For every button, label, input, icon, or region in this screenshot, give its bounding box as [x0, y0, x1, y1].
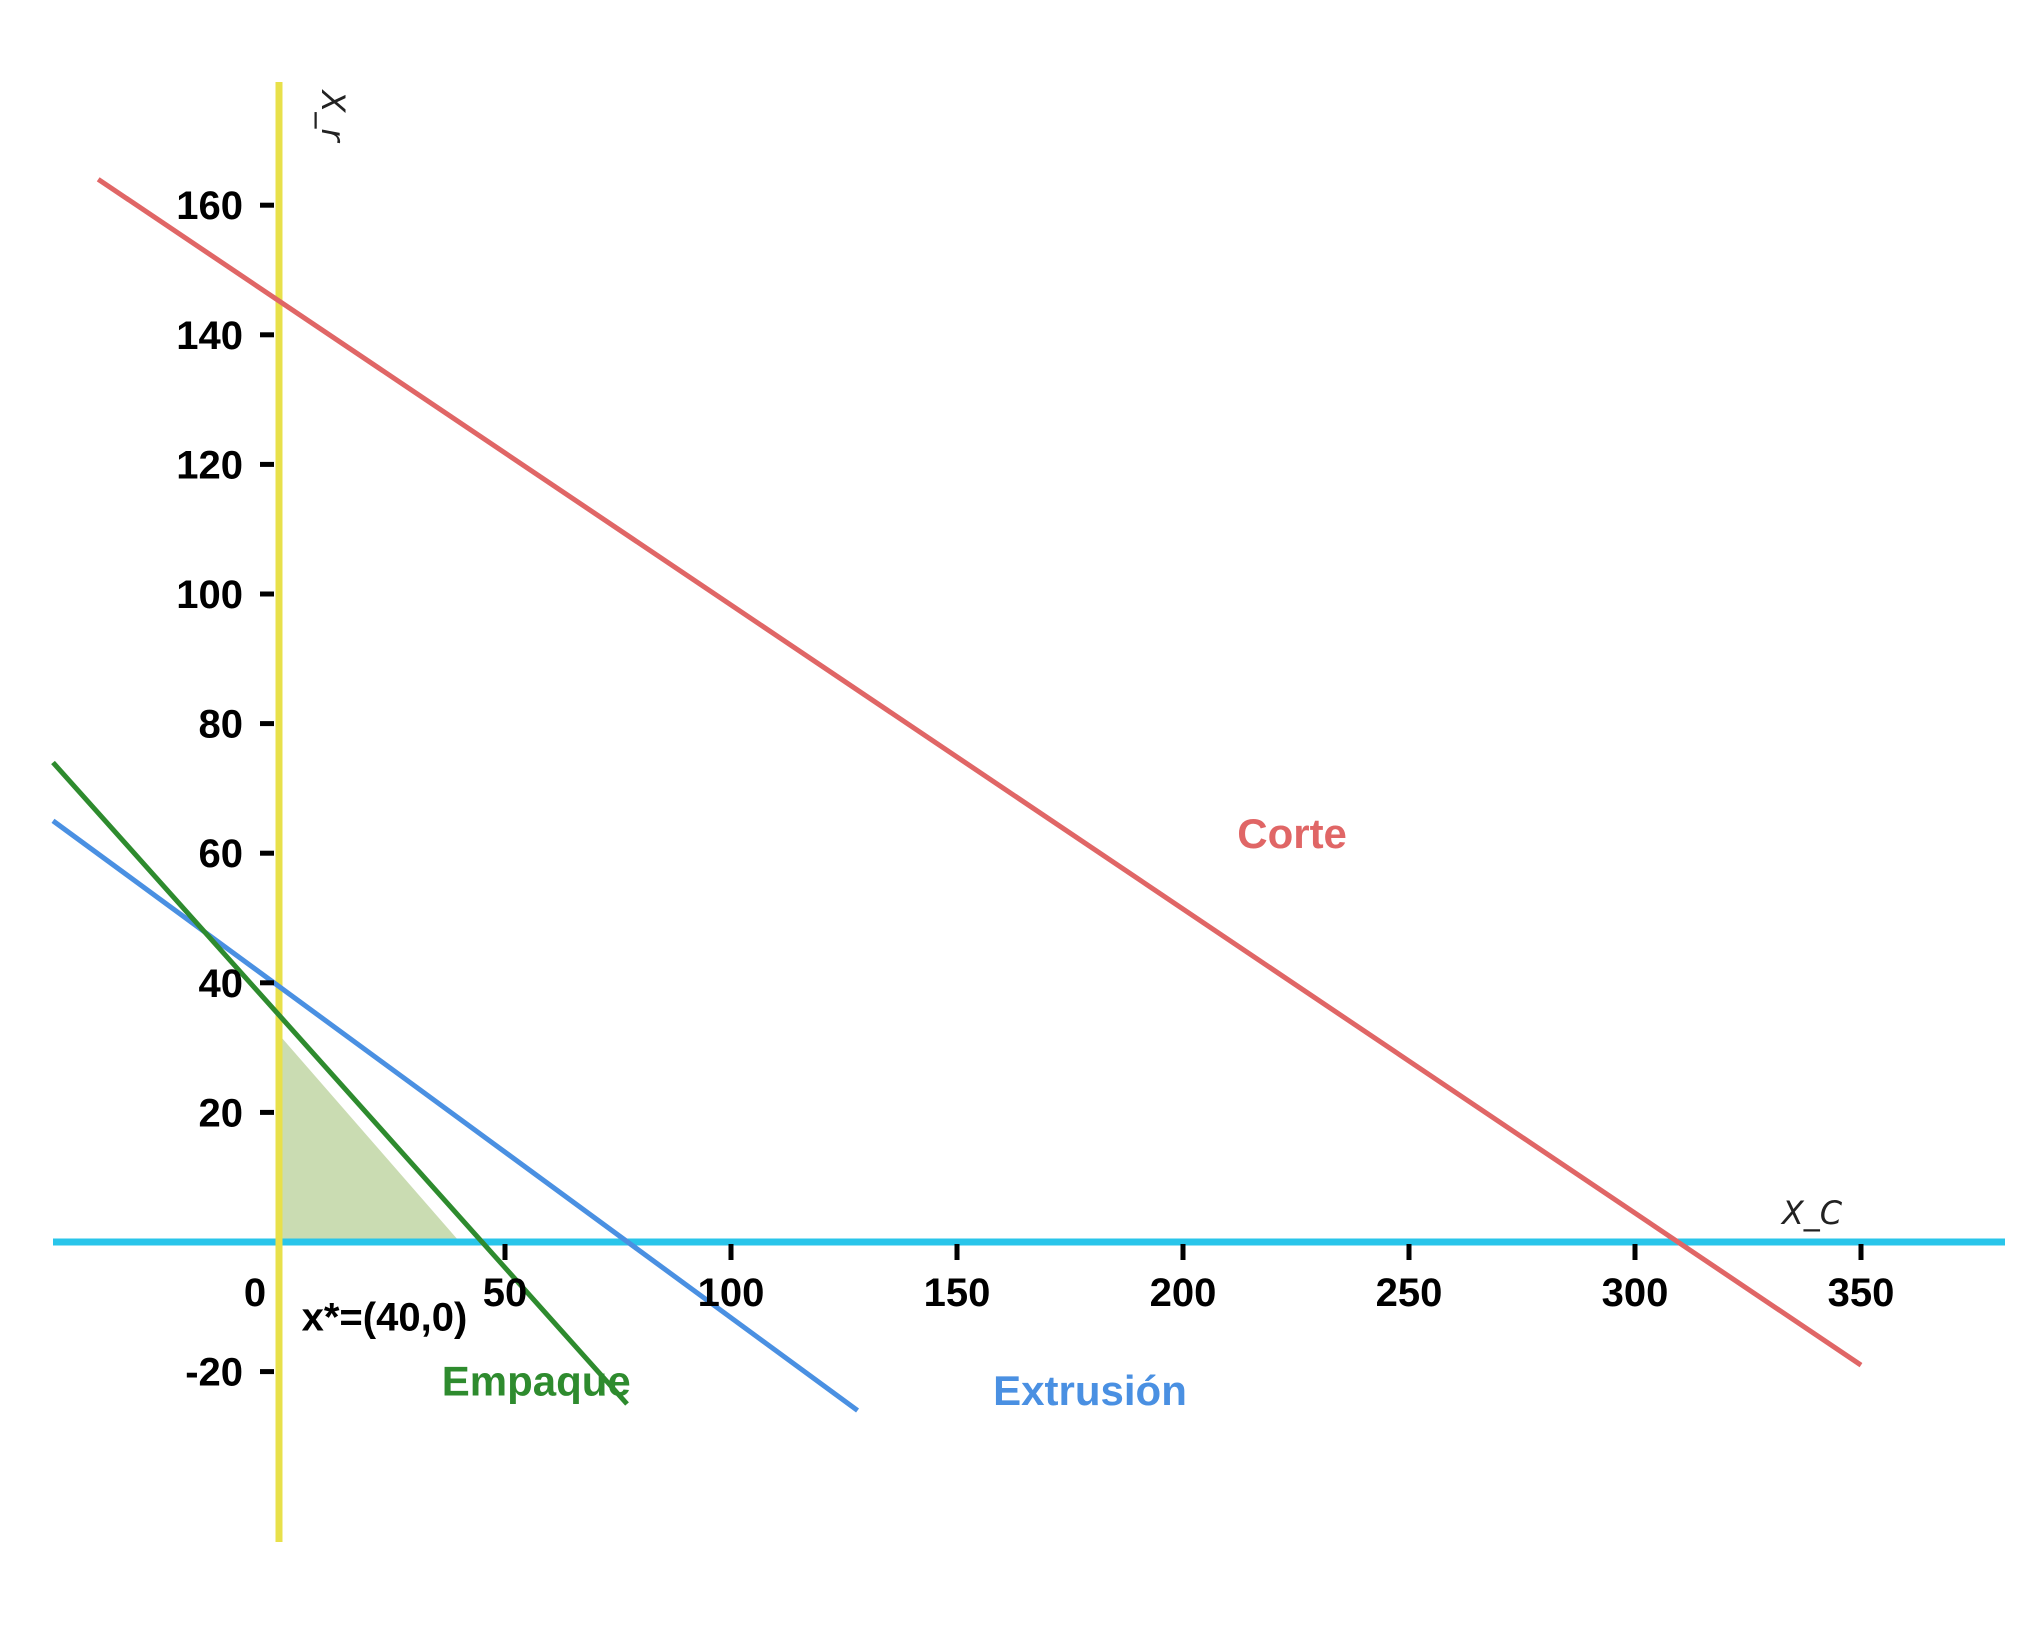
- x-tick-label: 50: [483, 1271, 528, 1315]
- series-layer: [51, 177, 1863, 1413]
- series-label-empaque: Empaque: [442, 1357, 631, 1404]
- y-tick-label: 20: [199, 1091, 244, 1135]
- x-tick-label: 350: [1828, 1271, 1895, 1315]
- labels-layer: X_C X_r Corte Extrusión Empaque x*=(40,0): [302, 88, 1843, 1414]
- ticks-layer: 0 50 100 150 200 250 300 350 -20 20 40 60 80 100 120 14…: [176, 184, 1894, 1394]
- series-line-empaque: [51, 760, 629, 1406]
- series-line-extrusin: [51, 818, 860, 1413]
- y-tick-label: 100: [176, 573, 243, 617]
- x-tick-label: 250: [1376, 1271, 1443, 1315]
- y-tick-label: 140: [176, 314, 243, 358]
- y-axis-title: X_r: [314, 88, 352, 143]
- x-tick-label: 100: [698, 1271, 765, 1315]
- series-line-corte: [96, 177, 1863, 1368]
- y-tick-label: 80: [199, 703, 244, 747]
- y-tick-label: 120: [176, 443, 243, 487]
- x-tick-label: 200: [1150, 1271, 1217, 1315]
- y-tick-label: 160: [176, 184, 243, 228]
- x-tick-label: 0: [244, 1271, 266, 1315]
- optimum-annotation: x*=(40,0): [302, 1296, 468, 1340]
- feasible-region-layer: [279, 1034, 460, 1242]
- y-tick-label: 60: [199, 832, 244, 876]
- feasible-region: [279, 1034, 460, 1242]
- x-axis-title: X_C: [1780, 1194, 1843, 1232]
- x-tick-label: 150: [924, 1271, 991, 1315]
- y-tick-label: -20: [185, 1351, 243, 1395]
- series-label-corte: Corte: [1237, 810, 1347, 857]
- y-tick-label: 40: [199, 962, 244, 1006]
- x-tick-label: 300: [1602, 1271, 1669, 1315]
- series-label-extrusin: Extrusión: [993, 1367, 1187, 1414]
